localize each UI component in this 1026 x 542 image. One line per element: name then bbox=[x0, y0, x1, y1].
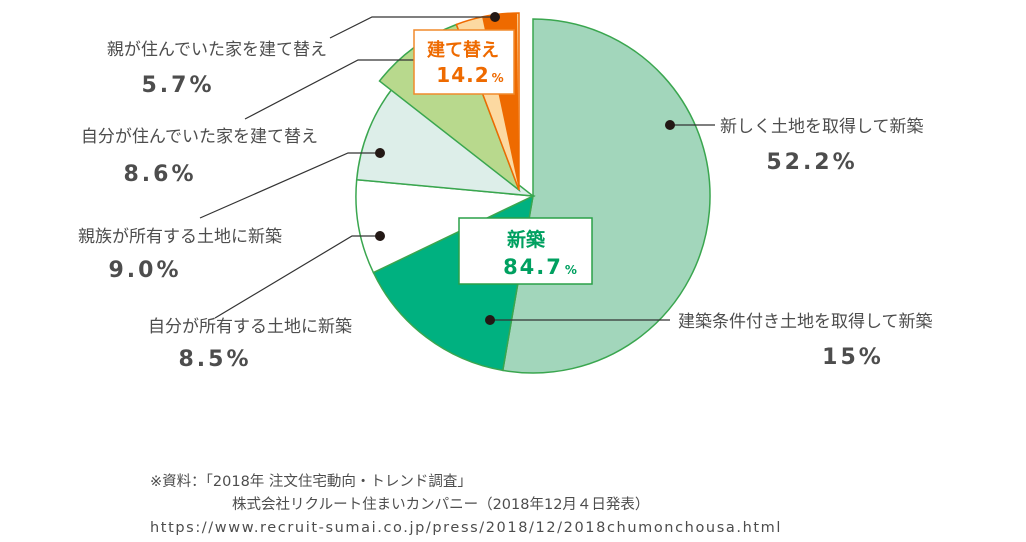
leader-line-own-land bbox=[214, 235, 380, 319]
slice-value-new-land: 52.2% bbox=[766, 150, 857, 175]
source-line-1: ※資料：「2018年 注文住宅動向・トレンド調査」 bbox=[150, 473, 472, 490]
pie-slice-own-land bbox=[355, 178, 536, 274]
leader-dot-new-land bbox=[665, 120, 675, 130]
slice-label-own-house-rebuild: 自分が住んでいた家を建て替え bbox=[81, 127, 318, 147]
source-url: https://www.recruit-sumai.co.jp/press/20… bbox=[150, 520, 782, 536]
group-label-new-build: 新築 bbox=[507, 228, 546, 251]
leader-line-relative-land bbox=[199, 152, 380, 219]
group-value-rebuild: 14.2% bbox=[436, 63, 503, 87]
source-line-2: 株式会社リクルート住まいカンパニー（2018年12月４日発表） bbox=[232, 496, 649, 513]
group-callout-rebuild-box bbox=[413, 29, 515, 95]
slice-label-conditional-land: 建築条件付き土地を取得して新築 bbox=[678, 312, 933, 332]
leader-line-parent-house-rebuild bbox=[329, 16, 495, 39]
leader-dot-own-land bbox=[375, 231, 385, 241]
source-note: ※資料：「2018年 注文住宅動向・トレンド調査」 株式会社リクルート住まいカン… bbox=[150, 473, 782, 536]
group-value-rebuild-unit: % bbox=[492, 71, 504, 85]
group-value-new-build-unit: % bbox=[565, 263, 577, 277]
slice-value-conditional-land: 15% bbox=[822, 345, 884, 370]
group-label-rebuild: 建て替え bbox=[427, 39, 499, 61]
slice-label-relative-land: 親族が所有する土地に新築 bbox=[78, 227, 282, 247]
slice-value-parent-house-rebuild: 5.7% bbox=[141, 73, 214, 98]
group-value-rebuild-number: 14.2 bbox=[436, 63, 489, 87]
leader-dot-relative-land bbox=[375, 148, 385, 158]
slice-label-own-land: 自分が所有する土地に新築 bbox=[148, 317, 352, 337]
slice-labels: 新しく土地を取得して新築 52.2% 建築条件付き土地を取得して新築 15% 自… bbox=[78, 40, 933, 372]
group-value-new-build: 84.7% bbox=[503, 255, 577, 279]
group-callout-new-build: 新築 84.7% bbox=[458, 217, 593, 285]
leader-lines bbox=[199, 16, 715, 321]
group-callout-new-build-box bbox=[458, 217, 593, 285]
group-callout-rebuild: 建て替え 14.2% bbox=[413, 29, 515, 95]
pie-slices bbox=[355, 12, 711, 374]
leader-dot-parent-house-rebuild bbox=[490, 12, 500, 22]
group-value-new-build-number: 84.7 bbox=[503, 255, 563, 279]
slice-value-own-land: 8.5% bbox=[178, 347, 251, 372]
slice-value-own-house-rebuild: 8.6% bbox=[123, 162, 196, 187]
leader-dot-conditional-land bbox=[485, 315, 495, 325]
slice-label-new-land: 新しく土地を取得して新築 bbox=[720, 117, 924, 137]
slice-label-parent-house-rebuild: 親が住んでいた家を建て替え bbox=[107, 40, 327, 60]
leader-line-own-house-rebuild bbox=[244, 59, 424, 120]
slice-value-relative-land: 9.0% bbox=[108, 258, 181, 283]
